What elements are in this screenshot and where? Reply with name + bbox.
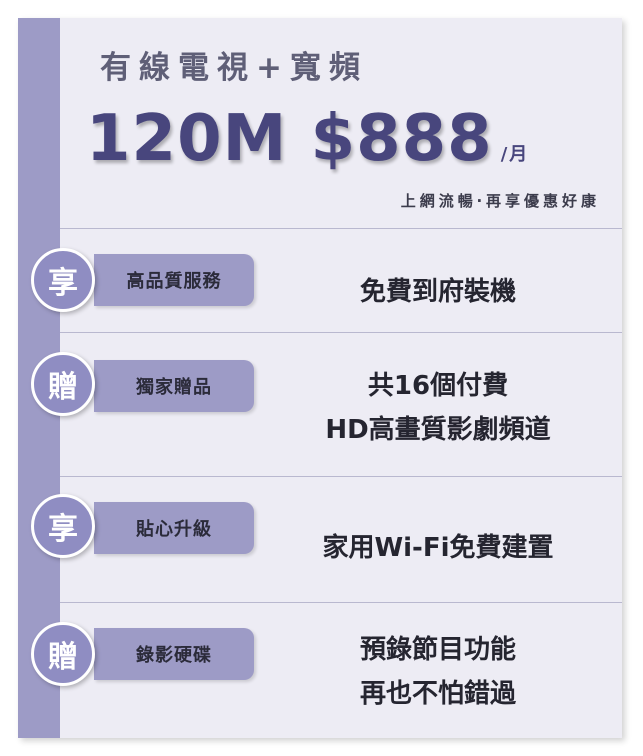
divider: [60, 228, 622, 229]
divider: [60, 602, 622, 603]
divider: [60, 332, 622, 333]
feature-description: 共16個付費 HD高畫質影劇頻道: [264, 364, 612, 452]
feature-label: 錄影硬碟: [94, 628, 254, 680]
feature-description: 家用Wi-Fi免費建置: [264, 526, 612, 570]
promo-header: 有線電視+寬頻 120M $888/月 上網流暢‧再享優惠好康: [60, 18, 622, 228]
price-unit: /月: [500, 144, 530, 165]
feature-line: 家用Wi-Fi免費建置: [322, 533, 554, 563]
feature-line: 免費到府裝機: [359, 277, 516, 307]
badge-gift-icon: 贈: [31, 622, 95, 686]
feature-row: 享 貼心升級 家用Wi-Fi免費建置: [18, 480, 622, 602]
feature-line: HD高畫質影劇頻道: [325, 415, 551, 445]
feature-line: 預錄節目功能: [359, 635, 516, 665]
feature-description: 免費到府裝機: [264, 270, 612, 314]
badge-enjoy-icon: 享: [31, 248, 95, 312]
promo-card: 有線電視+寬頻 120M $888/月 上網流暢‧再享優惠好康 享 高品質服務 …: [18, 18, 622, 738]
promo-title: 有線電視+寬頻: [100, 50, 368, 86]
price-value: 120M $888: [86, 102, 493, 176]
feature-label: 獨家贈品: [94, 360, 254, 412]
feature-description: 預錄節目功能 再也不怕錯過: [264, 628, 612, 716]
divider: [60, 476, 622, 477]
tagline: 上網流暢‧再享優惠好康: [400, 192, 600, 210]
feature-line: 共16個付費: [367, 371, 509, 401]
feature-label: 高品質服務: [94, 254, 254, 306]
feature-row: 享 高品質服務 免費到府裝機: [18, 232, 622, 332]
feature-row: 贈 獨家贈品 共16個付費 HD高畫質影劇頻道: [18, 336, 622, 474]
feature-line: 再也不怕錯過: [359, 679, 516, 709]
feature-row: 贈 錄影硬碟 預錄節目功能 再也不怕錯過: [18, 606, 622, 736]
badge-enjoy-icon: 享: [31, 494, 95, 558]
price-line: 120M $888/月: [86, 102, 529, 176]
feature-label: 貼心升級: [94, 502, 254, 554]
badge-gift-icon: 贈: [31, 352, 95, 416]
